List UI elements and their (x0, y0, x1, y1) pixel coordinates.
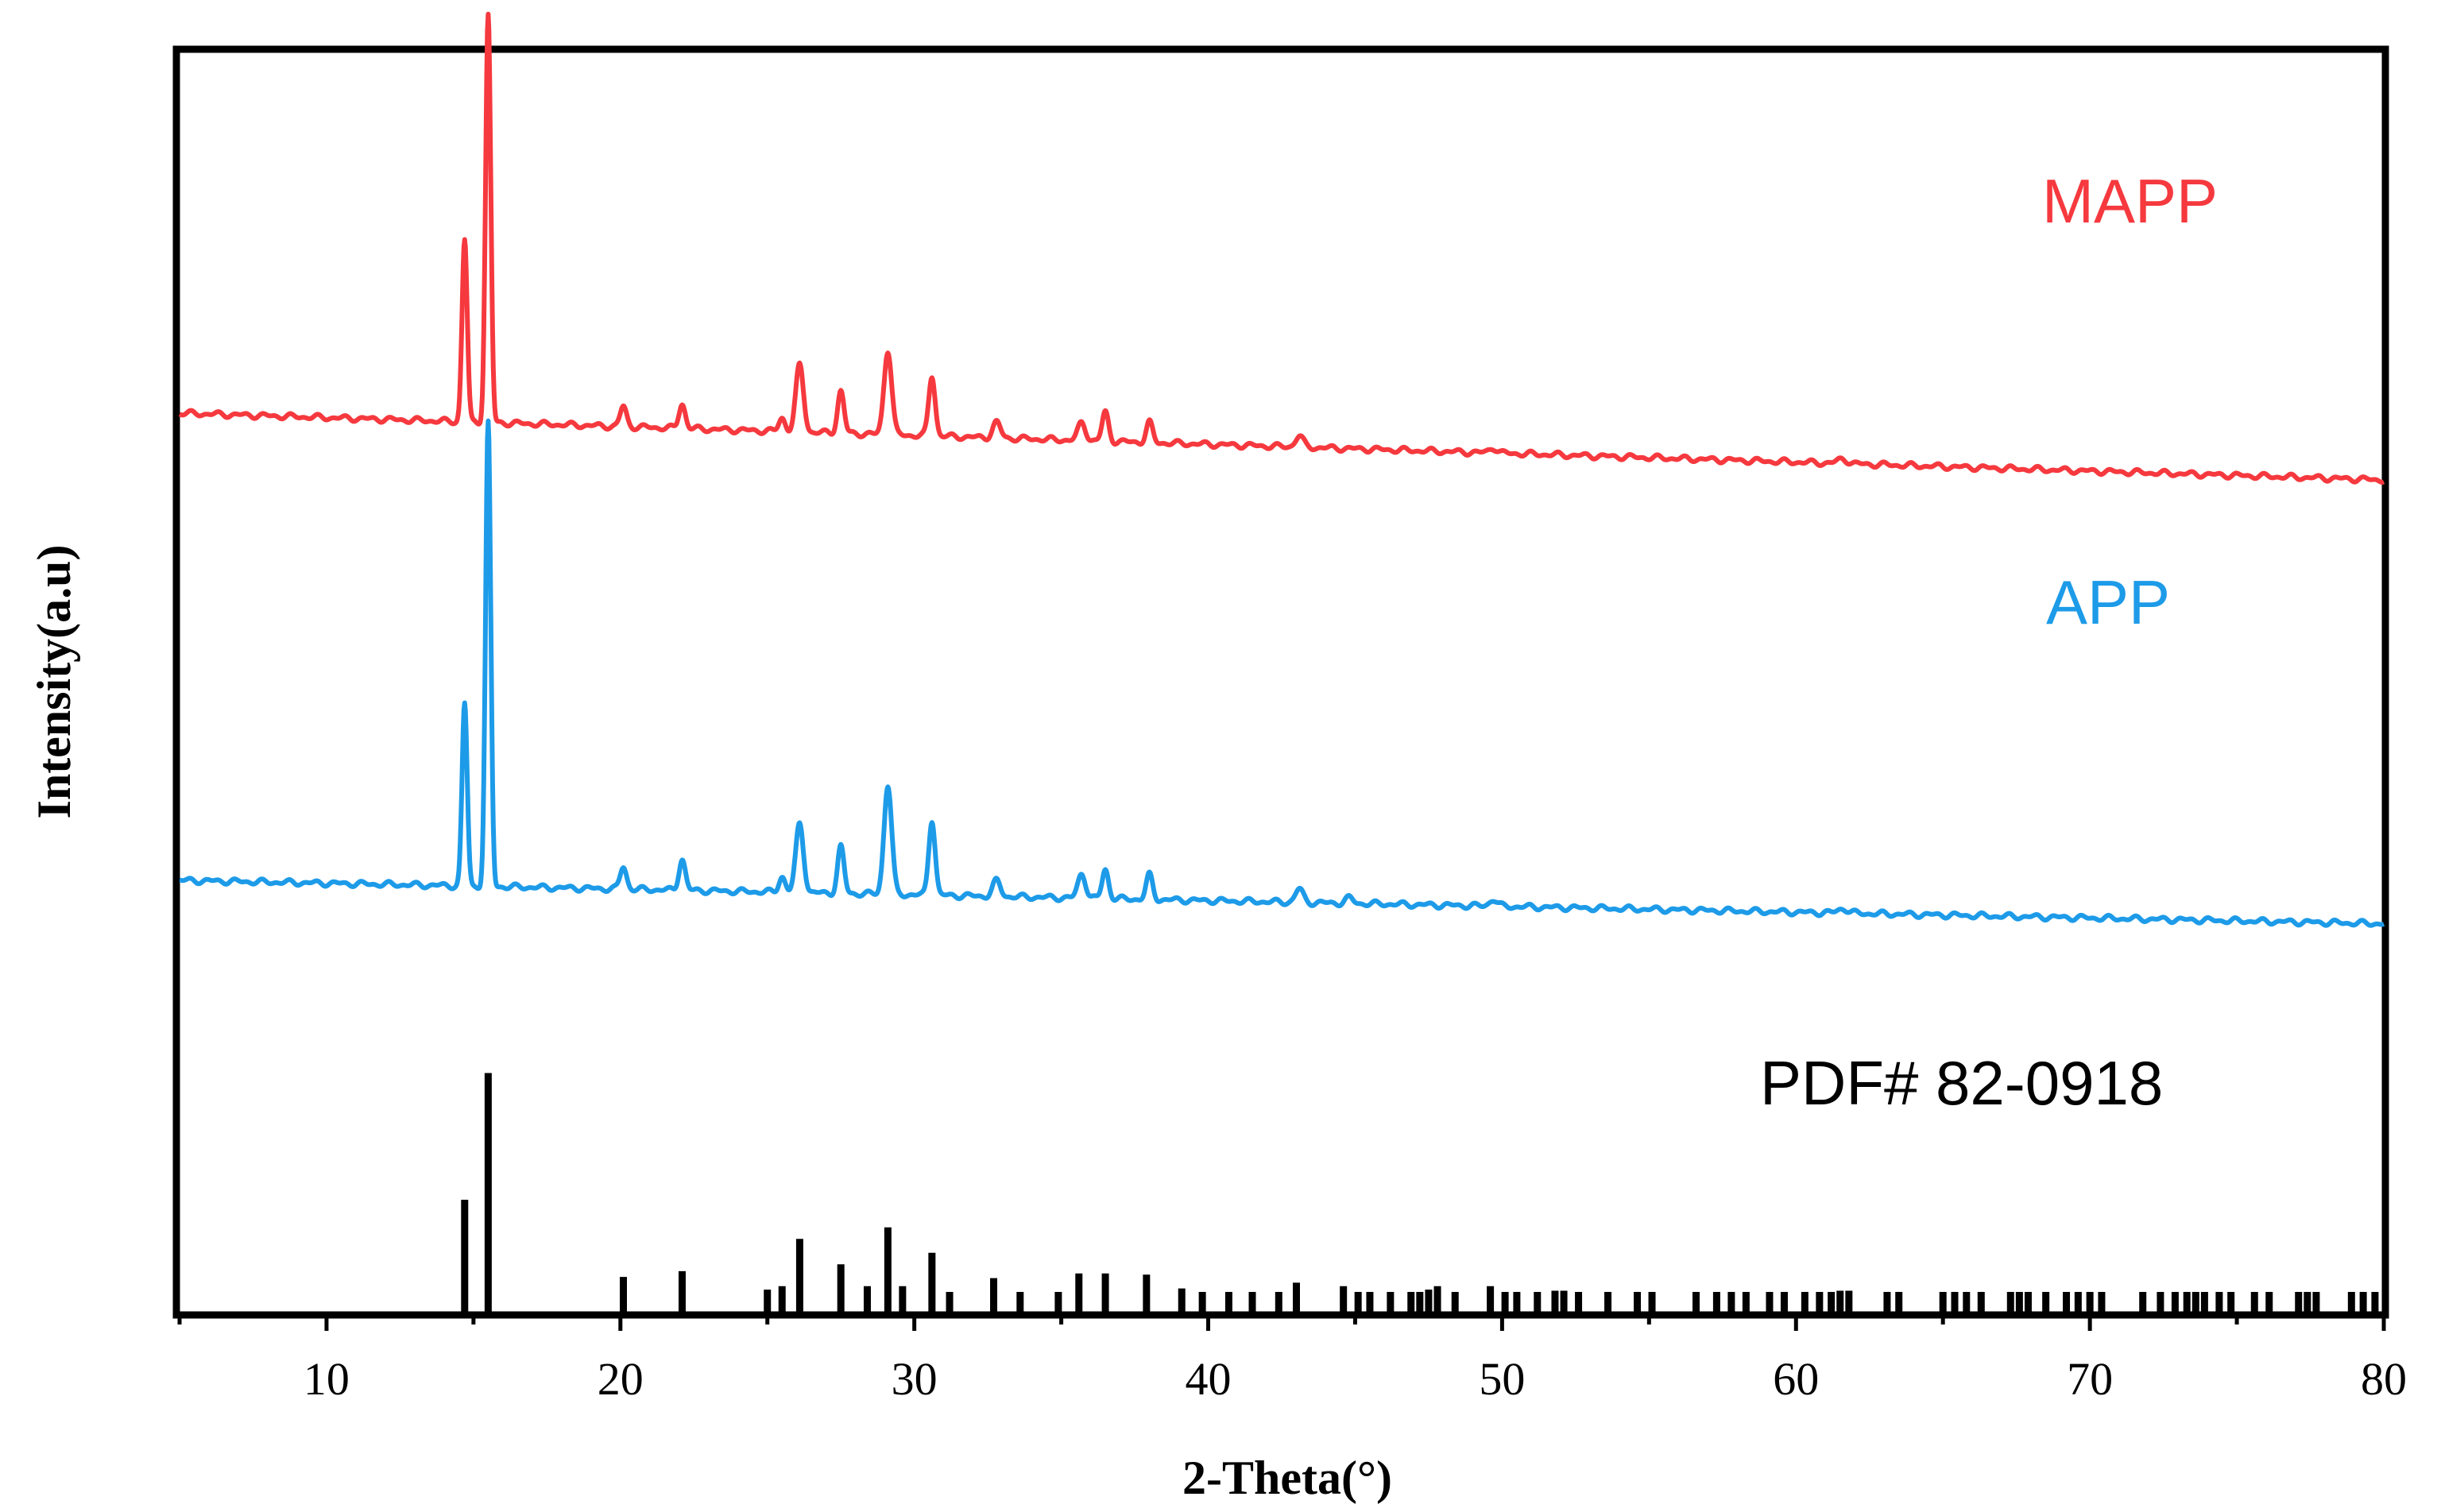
x-tick-label: 10 (304, 1353, 350, 1405)
x-tick-label: 60 (1773, 1353, 1819, 1405)
x-tick-label: 40 (1186, 1353, 1232, 1405)
reference-label: PDF# 82-0918 (1760, 1048, 2163, 1118)
x-tick-label: 20 (598, 1353, 644, 1405)
x-tick-label: 70 (2067, 1353, 2113, 1405)
y-axis-title: Intensity(a.u) (28, 544, 80, 818)
x-tick-label: 80 (2361, 1353, 2407, 1405)
x-tick-label: 30 (892, 1353, 938, 1405)
series-group (177, 11, 2386, 928)
series-label-app: APP (2046, 567, 2170, 637)
x-axis-ticks: 10 20 30 40 50 60 70 80 (177, 1315, 2407, 1405)
x-tick-label: 50 (1479, 1353, 1525, 1405)
series-line-mapp (177, 11, 2386, 485)
plot-frame (172, 45, 2389, 1319)
reference-pattern (461, 1073, 2379, 1315)
series-line-app (177, 418, 2386, 928)
x-axis-title: 2-Theta(°) (1182, 1452, 1392, 1504)
series-label-mapp: MAPP (2042, 166, 2218, 236)
